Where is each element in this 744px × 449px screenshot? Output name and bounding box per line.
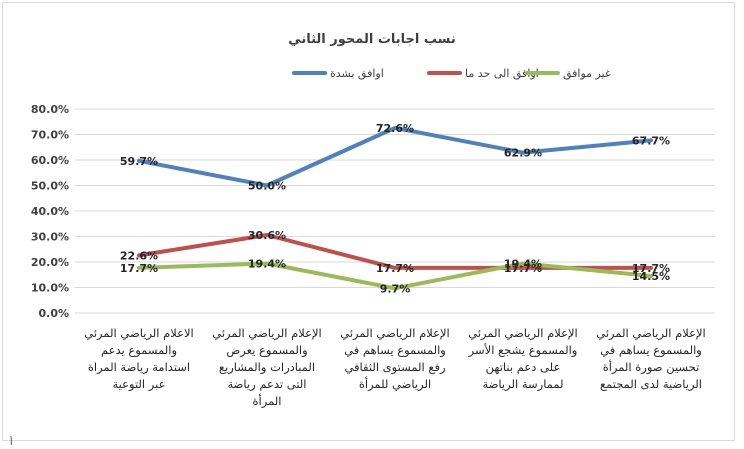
x-category-label: الإعلام الرياضي المرئي xyxy=(212,326,322,341)
y-tick-label: 40.0% xyxy=(31,205,69,218)
data-label: 59.7% xyxy=(120,155,158,168)
data-label: 9.7% xyxy=(380,282,411,295)
y-tick-label: 80.0% xyxy=(31,103,69,116)
data-label: 17.7% xyxy=(376,262,414,275)
x-category-label: على دعم بناتهن xyxy=(486,360,561,375)
data-label: 17.7% xyxy=(120,262,158,275)
x-category-label: استدامة رياضة المراة xyxy=(88,360,190,375)
y-tick-label: 10.0% xyxy=(31,282,69,295)
data-label: 19.4% xyxy=(504,258,542,271)
x-category-label: عبر التوعية xyxy=(113,377,166,392)
data-label: 22.6% xyxy=(120,249,158,262)
data-label: 17.7% xyxy=(632,262,670,275)
data-label: 50.0% xyxy=(248,180,286,193)
x-category-label: التى تدعم رياضة xyxy=(227,377,306,392)
x-category-label: الرياضية لدى المجتمع xyxy=(600,377,702,392)
data-label: 72.6% xyxy=(376,122,414,135)
x-category-label: والمسموع يعرض xyxy=(226,343,307,358)
x-category-label: الإعلام الرياضي المرئي xyxy=(340,326,450,341)
x-category-label: والمسموع يساهم في xyxy=(600,343,702,358)
y-tick-label: 20.0% xyxy=(31,256,69,269)
series-line xyxy=(137,261,653,291)
legend-label: اوافق بشدة xyxy=(330,67,384,81)
x-category-label: والمسموع يدعم xyxy=(101,343,177,358)
x-category-label: والمسموع يشجع الأسر xyxy=(468,343,578,358)
chart-title: نسب اجابات المحور الثاني xyxy=(288,32,456,47)
x-category-label: المرأة xyxy=(253,393,282,409)
line-chart: نسب اجابات المحور الثاني اوافق بشدة اوافق … xyxy=(31,32,715,409)
chart-frame: نسب اجابات المحور الثاني اوافق بشدة اوافق … xyxy=(2,2,735,441)
x-category-label: الإعلام الرياضي المرئي xyxy=(596,326,706,341)
data-label: 30.6% xyxy=(248,229,286,242)
data-label: 62.9% xyxy=(504,147,542,160)
legend-label: غير موافق xyxy=(563,67,611,81)
legend-label: اوافق الى حد ما xyxy=(465,67,539,81)
data-label: 19.4% xyxy=(248,258,286,271)
x-category-label: والمسموع يساهم في xyxy=(344,343,446,358)
y-tick-label: 0.0% xyxy=(38,307,69,320)
y-tick-label: 70.0% xyxy=(31,129,69,142)
series-line xyxy=(137,125,653,188)
x-category-label: الإعلام الرياضي المرئي xyxy=(468,326,578,341)
y-tick-label: 30.0% xyxy=(31,231,69,244)
x-category-label: المبادرات والمشاريع xyxy=(219,360,315,375)
footnote-mark: أ xyxy=(10,438,13,448)
x-category-label: رفع المستوى الثقافي xyxy=(344,360,445,375)
data-label: 17.7% xyxy=(504,262,542,275)
data-label: 14.5% xyxy=(632,270,670,283)
y-tick-label: 60.0% xyxy=(31,154,69,167)
x-category-label: الاعلام الرياضي المرئي xyxy=(84,326,194,341)
x-category-label: تحسين صورة المرأة xyxy=(603,359,700,375)
x-category-label: لممارسة الرياضة xyxy=(483,377,564,392)
x-category-label: الرياضي للمرأة xyxy=(359,376,431,392)
y-tick-label: 50.0% xyxy=(31,180,69,193)
data-label: 67.7% xyxy=(632,134,670,147)
